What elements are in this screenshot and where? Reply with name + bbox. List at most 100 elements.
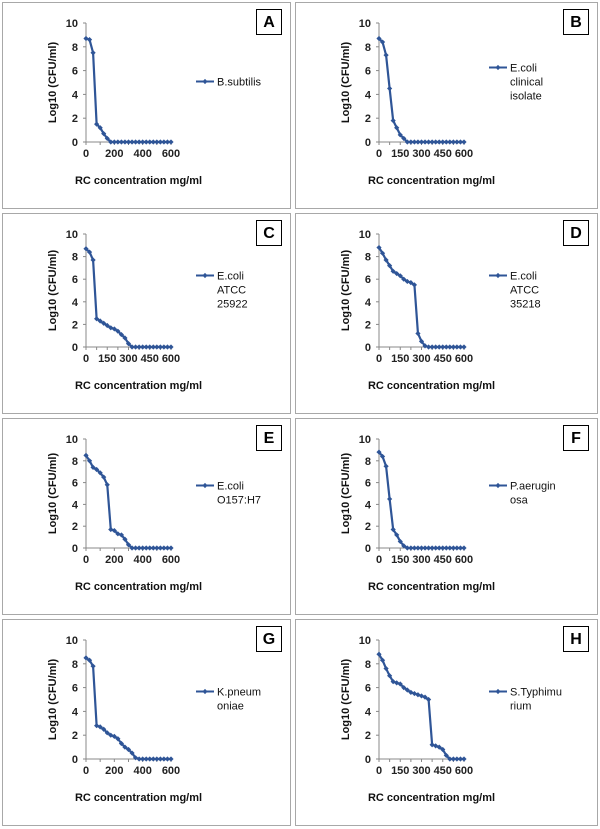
x-tick-label: 300: [412, 554, 430, 566]
y-tick-label: 6: [365, 274, 371, 286]
series-line: [378, 37, 464, 144]
data-point: [418, 139, 425, 145]
legend-label: K.pneum: [217, 687, 261, 699]
data-point: [132, 139, 139, 145]
legend-label: 35218: [510, 299, 541, 311]
x-tick-label: 0: [83, 554, 89, 566]
x-tick-label: 600: [162, 765, 180, 777]
data-point: [164, 545, 171, 551]
legend-swatch-marker: [495, 272, 501, 279]
data-point: [408, 545, 414, 551]
data-point: [429, 139, 435, 145]
data-point: [168, 344, 174, 350]
legend-label: isolate: [510, 91, 542, 103]
data-point: [154, 139, 160, 145]
y-tick-label: 4: [72, 499, 79, 511]
chart-svg: 0 2 4 6 8 10 0 150 300 450 600 Log10 (CFU/ml) RC con…: [340, 229, 541, 392]
legend-label: E.coli: [510, 271, 537, 283]
data-point: [94, 121, 100, 127]
data-point: [161, 344, 167, 350]
data-point: [111, 139, 117, 145]
y-tick-label: 8: [365, 42, 371, 54]
data-point: [440, 139, 446, 145]
y-tick-label: 0: [72, 543, 78, 555]
data-point: [97, 125, 103, 131]
data-point: [397, 681, 403, 687]
y-tick-label: 8: [365, 456, 371, 468]
y-tick-label: 2: [72, 319, 78, 331]
y-tick-label: 10: [359, 434, 371, 446]
x-tick-label: 0: [376, 148, 382, 160]
panel-d: D 0 2 4 6 8 10 0 150 300 450 600 Log10 (CFU/ml) RC c…: [295, 213, 598, 414]
series-line: [378, 451, 464, 550]
data-point: [140, 139, 146, 145]
x-tick-label: 300: [412, 353, 430, 365]
legend-label: rium: [510, 701, 531, 713]
data-point: [429, 545, 435, 551]
data-point: [450, 139, 456, 145]
data-point: [157, 756, 163, 762]
data-point: [415, 330, 421, 337]
y-tick-label: 8: [365, 659, 371, 671]
data-point: [440, 545, 446, 551]
chart-svg: 0 2 4 6 8 10 0 150 300 450 600 Log10 (CFU/ml) RC con…: [340, 635, 562, 804]
data-point: [143, 344, 149, 350]
data-point: [90, 50, 96, 56]
data-point: [129, 139, 135, 145]
data-point: [418, 338, 425, 344]
data-point: [168, 139, 174, 145]
x-tick-label: 200: [105, 554, 123, 566]
y-tick-label: 4: [365, 89, 372, 101]
y-tick-label: 6: [72, 66, 78, 78]
data-point: [397, 538, 403, 545]
data-point: [132, 545, 139, 551]
data-point: [154, 545, 160, 551]
data-point: [147, 756, 153, 762]
data-point: [461, 139, 467, 145]
data-point: [136, 344, 142, 350]
legend-label: B.subtilis: [217, 77, 262, 89]
legend-label: O157:H7: [217, 495, 261, 507]
data-point: [161, 756, 167, 762]
x-tick-label: 600: [455, 353, 473, 365]
data-point: [450, 545, 456, 551]
panel-label: F: [563, 425, 589, 451]
legend-label: E.coli: [217, 271, 244, 283]
y-tick-label: 10: [66, 229, 78, 241]
data-point: [433, 344, 439, 350]
data-point: [132, 755, 139, 761]
data-point: [140, 545, 146, 551]
data-point: [143, 139, 149, 145]
x-tick-label: 0: [83, 148, 89, 160]
y-tick-label: 0: [72, 342, 78, 354]
panel-label: A: [256, 9, 282, 35]
x-tick-label: 150: [391, 148, 409, 160]
data-point: [450, 344, 456, 350]
legend-label: oniae: [217, 701, 244, 713]
legend-label: clinical: [510, 77, 543, 89]
data-point: [111, 527, 117, 534]
y-tick-label: 6: [365, 66, 371, 78]
data-point: [376, 244, 382, 251]
panel-e: E 0 2 4 6 8 10 0 200 400 600 Log10 (CFU/ml) RC conc…: [2, 418, 291, 615]
y-tick-label: 2: [72, 521, 78, 533]
y-tick-label: 10: [359, 18, 371, 30]
x-tick-label: 600: [455, 554, 473, 566]
chart-svg: 0 2 4 6 8 10 0 200 400 600 Log10 (CFU/ml) RC concen…: [47, 18, 262, 187]
y-tick-label: 10: [66, 635, 78, 647]
data-point: [140, 756, 146, 762]
data-point: [147, 344, 153, 350]
legend-label: P.aerugin: [510, 481, 556, 493]
data-point: [86, 249, 93, 255]
data-point: [397, 132, 403, 138]
data-point: [168, 756, 174, 762]
data-point: [164, 344, 171, 350]
data-point: [454, 344, 460, 350]
y-tick-label: 0: [365, 137, 371, 149]
x-axis-title: RC concentration mg/ml: [75, 175, 202, 187]
y-tick-label: 2: [365, 730, 371, 742]
data-point: [164, 756, 171, 762]
data-point: [425, 696, 432, 703]
chart-svg: 0 2 4 6 8 10 0 200 400 600 Log10 (CFU/ml) RC concen…: [47, 434, 261, 593]
data-point: [429, 344, 435, 350]
